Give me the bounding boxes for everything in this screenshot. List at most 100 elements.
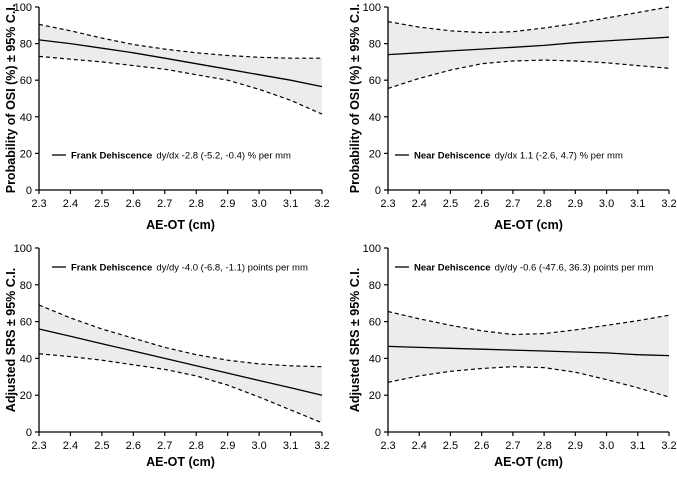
x-tick-label: 2.7: [157, 198, 172, 210]
y-tick-label: 100: [14, 2, 32, 14]
x-tick-label: 3.0: [251, 440, 266, 452]
x-tick-label: 3.2: [661, 440, 676, 452]
y-tick-label: 60: [20, 317, 32, 329]
y-axis-title: Adjusted SRS ± 95% C.I.: [4, 268, 18, 412]
chart-panel-top-right: 2.3 2.4 2.5 2.6 2.7 2.8 2.9 3.0 3.1 3.2 0 20 40 60 80 1…: [348, 2, 677, 232]
x-tick-label: 2.3: [380, 198, 395, 210]
y-tick-label: 20: [369, 390, 381, 402]
ci-upper-line: [38, 304, 323, 368]
legend-series-name: Near Dehiscence: [414, 151, 491, 162]
x-tick-label: 2.3: [31, 440, 46, 452]
x-tick-label: 2.3: [31, 198, 46, 210]
x-tick-label: 2.7: [505, 440, 520, 452]
y-tick-label: 40: [369, 112, 381, 124]
x-tick-label: 2.4: [412, 440, 427, 452]
x-axis-title: AE-OT (cm): [146, 455, 215, 469]
x-tick-label: 2.7: [157, 440, 172, 452]
x-tick-label: 2.5: [94, 198, 109, 210]
y-tick-label: 0: [26, 427, 32, 439]
y-tick-label: 80: [369, 39, 381, 51]
legend-series-name: Near Dehiscence: [414, 263, 491, 274]
x-tick-label: 2.8: [536, 440, 551, 452]
fit-line: [38, 39, 323, 88]
y-tick-label: 100: [363, 2, 381, 14]
y-tick-label: 40: [20, 112, 32, 124]
ci-upper-line: [387, 6, 670, 34]
fit-line: [387, 36, 670, 56]
x-tick-label: 2.3: [380, 440, 395, 452]
ci-lower-line: [38, 55, 323, 115]
y-tick-label: 60: [369, 75, 381, 87]
x-tick-label: 2.9: [568, 198, 583, 210]
y-tick-label: 80: [369, 280, 381, 292]
x-tick-label: 2.5: [443, 198, 458, 210]
legend-entry: Frank Dehiscence dy/dy -4.0 (-6.8, -1.1) …: [71, 263, 308, 274]
x-tick-label: 3.1: [630, 198, 645, 210]
y-tick-label: 0: [26, 185, 32, 197]
y-tick-label: 80: [20, 39, 32, 51]
legend-entry: Frank Dehiscence dy/dx -2.8 (-5.2, -0.4) …: [71, 151, 291, 162]
y-axis-title: Probability of OSI (%) ± 95% C.I.: [348, 4, 362, 194]
y-tick-label: 0: [375, 427, 381, 439]
legend-stat: dy/dy -0.6 (-47.6, 36.3) points per mm: [495, 263, 654, 274]
legend-stat: dy/dx 1.1 (-2.6, 4.7) % per mm: [495, 151, 623, 162]
x-tick-label: 3.1: [283, 440, 298, 452]
y-tick-label: 40: [369, 353, 381, 365]
x-tick-label: 3.2: [314, 198, 329, 210]
x-tick-label: 2.8: [189, 440, 204, 452]
x-tick-label: 2.9: [220, 440, 235, 452]
ci-upper-line: [387, 310, 670, 336]
x-axis-title: AE-OT (cm): [494, 218, 563, 232]
ci-band: [388, 7, 669, 89]
x-tick-label: 2.6: [474, 198, 489, 210]
ci-lower-line: [38, 353, 323, 424]
x-tick-label: 2.9: [220, 198, 235, 210]
x-tick-label: 2.4: [63, 198, 78, 210]
y-tick-label: 20: [20, 148, 32, 160]
ci-band: [39, 24, 322, 115]
fit-line: [387, 345, 670, 357]
ci-band: [39, 305, 322, 423]
y-tick-label: 100: [14, 243, 32, 255]
x-tick-label: 2.6: [474, 440, 489, 452]
ci-upper-line: [38, 23, 322, 59]
y-tick-label: 20: [20, 390, 32, 402]
y-axis-title: Adjusted SRS ± 95% C.I.: [348, 268, 362, 412]
x-tick-label: 3.0: [599, 198, 614, 210]
x-tick-label: 3.0: [251, 198, 266, 210]
y-tick-label: 60: [20, 75, 32, 87]
x-tick-label: 2.8: [536, 198, 551, 210]
x-tick-label: 2.8: [189, 198, 204, 210]
x-tick-label: 2.6: [126, 198, 141, 210]
fit-line: [38, 328, 323, 396]
x-tick-label: 3.0: [599, 440, 614, 452]
x-axis-title: AE-OT (cm): [494, 455, 563, 469]
x-axis-title: AE-OT (cm): [146, 218, 215, 232]
legend-stat: dy/dy -4.0 (-6.8, -1.1) points per mm: [156, 263, 308, 274]
y-tick-label: 60: [369, 317, 381, 329]
x-tick-label: 2.5: [94, 440, 109, 452]
chart-panel-bottom-right: 2.3 2.4 2.5 2.6 2.7 2.8 2.9 3.0 3.1 3.2 0 20 40 60 80 1…: [348, 243, 677, 469]
y-tick-label: 40: [20, 353, 32, 365]
y-tick-label: 20: [369, 148, 381, 160]
y-tick-label: 80: [20, 280, 32, 292]
x-tick-label: 3.1: [630, 440, 645, 452]
ci-lower-line: [387, 366, 670, 398]
legend-series-name: Frank Dehiscence: [71, 151, 152, 162]
x-tick-label: 2.6: [126, 440, 141, 452]
y-tick-label: 0: [375, 185, 381, 197]
x-tick-label: 3.1: [283, 198, 298, 210]
chart-panel-top-left: 2.3 2.4 2.5 2.6 2.7 2.8 2.9 3.0 3.1 3.2 0 20 40 60 80 1…: [4, 2, 330, 232]
x-tick-label: 2.4: [63, 440, 78, 452]
ci-band: [388, 311, 669, 397]
legend-series-name: Frank Dehiscence: [71, 263, 152, 274]
x-tick-label: 2.4: [412, 198, 427, 210]
chart-panel-bottom-left: 2.3 2.4 2.5 2.6 2.7 2.8 2.9 3.0 3.1 3.2 0 20 40 60 80 1…: [4, 243, 330, 469]
y-axis-title: Probability of OSI (%) ± 95% C.I.: [4, 4, 18, 194]
legend-entry: Near Dehiscence dy/dx 1.1 (-2.6, 4.7) % p…: [414, 151, 623, 162]
x-tick-label: 2.5: [443, 440, 458, 452]
ci-lower-line: [387, 59, 670, 89]
legend-entry: Near Dehiscence dy/dy -0.6 (-47.6, 36.3) …: [414, 263, 654, 274]
